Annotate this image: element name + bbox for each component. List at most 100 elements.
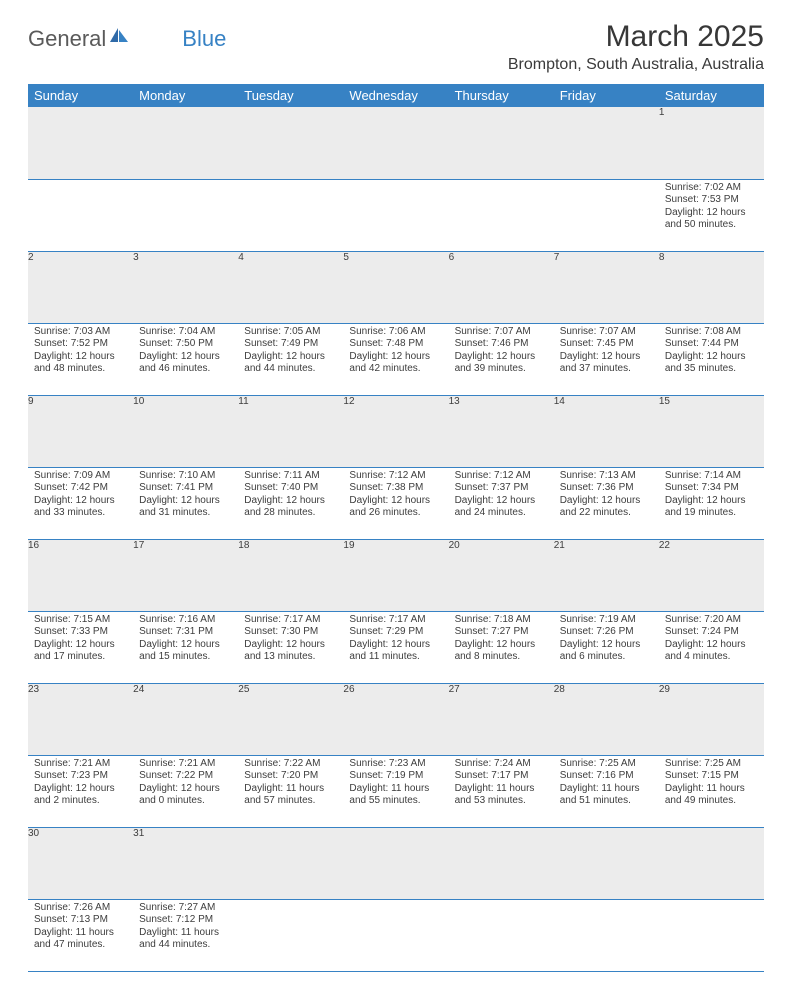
day-number-cell: 9	[28, 395, 133, 467]
day-cell: Sunrise: 7:22 AMSunset: 7:20 PMDaylight:…	[238, 755, 343, 827]
day-number-cell	[449, 827, 554, 899]
day-cell	[133, 179, 238, 251]
day-cell: Sunrise: 7:08 AMSunset: 7:44 PMDaylight:…	[659, 323, 764, 395]
day-number-cell: 7	[554, 251, 659, 323]
daylight-text: Daylight: 12 hours and 22 minutes.	[560, 495, 641, 519]
sunrise-text: Sunrise: 7:15 AM	[34, 614, 110, 625]
sunset-text: Sunset: 7:40 PM	[244, 482, 318, 493]
day-cell	[238, 179, 343, 251]
sunrise-text: Sunrise: 7:18 AM	[455, 614, 531, 625]
day-number-cell: 30	[28, 827, 133, 899]
month-title: March 2025	[508, 20, 764, 54]
day-header: Friday	[554, 84, 659, 107]
day-number-cell	[449, 107, 554, 179]
day-cell: Sunrise: 7:12 AMSunset: 7:37 PMDaylight:…	[449, 467, 554, 539]
sunrise-text: Sunrise: 7:21 AM	[139, 758, 215, 769]
day-number-cell	[238, 827, 343, 899]
sunrise-text: Sunrise: 7:06 AM	[349, 326, 425, 337]
day-header-row: SundayMondayTuesdayWednesdayThursdayFrid…	[28, 84, 764, 107]
day-cell: Sunrise: 7:27 AMSunset: 7:12 PMDaylight:…	[133, 899, 238, 971]
sunset-text: Sunset: 7:22 PM	[139, 770, 213, 781]
day-content-row: Sunrise: 7:02 AMSunset: 7:53 PMDaylight:…	[28, 179, 764, 251]
daylight-text: Daylight: 12 hours and 28 minutes.	[244, 495, 325, 519]
sunset-text: Sunset: 7:52 PM	[34, 338, 108, 349]
day-number-cell: 18	[238, 539, 343, 611]
daylight-text: Daylight: 12 hours and 8 minutes.	[455, 639, 536, 663]
calendar-table: SundayMondayTuesdayWednesdayThursdayFrid…	[28, 84, 764, 972]
day-number-cell: 12	[343, 395, 448, 467]
day-number-row: 23242526272829	[28, 683, 764, 755]
sunrise-text: Sunrise: 7:17 AM	[244, 614, 320, 625]
day-cell-body: Sunrise: 7:18 AMSunset: 7:27 PM Daylight:…	[449, 612, 554, 668]
day-cell: Sunrise: 7:20 AMSunset: 7:24 PMDaylight:…	[659, 611, 764, 683]
daylight-text: Daylight: 12 hours and 44 minutes.	[244, 351, 325, 375]
day-number-cell: 23	[28, 683, 133, 755]
sunrise-text: Sunrise: 7:22 AM	[244, 758, 320, 769]
day-cell: Sunrise: 7:07 AMSunset: 7:45 PMDaylight:…	[554, 323, 659, 395]
day-cell-body: Sunrise: 7:13 AMSunset: 7:36 PMDaylight:…	[554, 468, 659, 524]
sunrise-text: Sunrise: 7:16 AM	[139, 614, 215, 625]
day-cell-body: Sunrise: 7:25 AMSunset: 7:16 PMDaylight:…	[554, 756, 659, 812]
day-cell: Sunrise: 7:14 AMSunset: 7:34 PMDaylight:…	[659, 467, 764, 539]
sunrise-text: Sunrise: 7:24 AM	[455, 758, 531, 769]
day-number-cell: 15	[659, 395, 764, 467]
daylight-text: Daylight: 11 hours and 51 minutes.	[560, 783, 640, 807]
logo: General Blue	[28, 26, 226, 52]
day-header: Saturday	[659, 84, 764, 107]
sunrise-text: Sunrise: 7:11 AM	[244, 470, 319, 481]
day-number-cell: 19	[343, 539, 448, 611]
sunrise-text: Sunrise: 7:14 AM	[665, 470, 741, 481]
day-cell: Sunrise: 7:25 AMSunset: 7:16 PMDaylight:…	[554, 755, 659, 827]
day-cell: Sunrise: 7:12 AMSunset: 7:38 PM Daylight:…	[343, 467, 448, 539]
daylight-text: Daylight: 11 hours and 57 minutes.	[244, 783, 324, 807]
sunrise-text: Sunrise: 7:17 AM	[349, 614, 425, 625]
daylight-text: Daylight: 11 hours and 53 minutes.	[455, 783, 535, 807]
day-cell: Sunrise: 7:10 AMSunset: 7:41 PMDaylight:…	[133, 467, 238, 539]
sunrise-text: Sunrise: 7:12 AM	[349, 470, 425, 481]
sunset-text: Sunset: 7:27 PM	[455, 626, 529, 637]
day-cell: Sunrise: 7:26 AMSunset: 7:13 PMDaylight:…	[28, 899, 133, 971]
day-cell	[449, 899, 554, 971]
daylight-text: Daylight: 12 hours and 4 minutes.	[665, 639, 746, 663]
sunset-text: Sunset: 7:38 PM	[349, 482, 423, 493]
day-cell-body: Sunrise: 7:06 AMSunset: 7:48 PMDaylight:…	[343, 324, 448, 380]
day-cell: Sunrise: 7:21 AMSunset: 7:23 PMDaylight:…	[28, 755, 133, 827]
day-cell: Sunrise: 7:03 AMSunset: 7:52 PMDaylight:…	[28, 323, 133, 395]
day-number-cell: 5	[343, 251, 448, 323]
sunset-text: Sunset: 7:53 PM	[665, 194, 739, 205]
day-cell: Sunrise: 7:23 AMSunset: 7:19 PMDaylight:…	[343, 755, 448, 827]
sunset-text: Sunset: 7:30 PM	[244, 626, 318, 637]
day-number-cell	[659, 827, 764, 899]
sunrise-text: Sunrise: 7:19 AM	[560, 614, 636, 625]
day-cell-body: Sunrise: 7:17 AMSunset: 7:30 PM Daylight:…	[238, 612, 343, 668]
day-number-cell: 24	[133, 683, 238, 755]
day-cell	[238, 899, 343, 971]
day-cell: Sunrise: 7:11 AMSunset: 7:40 PM Daylight:…	[238, 467, 343, 539]
day-number-cell: 28	[554, 683, 659, 755]
day-number-row: 2345678	[28, 251, 764, 323]
day-cell: Sunrise: 7:04 AMSunset: 7:50 PMDaylight:…	[133, 323, 238, 395]
daylight-text: Daylight: 12 hours and 37 minutes.	[560, 351, 641, 375]
sunset-text: Sunset: 7:29 PM	[349, 626, 423, 637]
day-cell: Sunrise: 7:19 AMSunset: 7:26 PMDaylight:…	[554, 611, 659, 683]
daylight-text: Daylight: 11 hours and 49 minutes.	[665, 783, 745, 807]
daylight-text: Daylight: 12 hours and 39 minutes.	[455, 351, 536, 375]
day-header: Tuesday	[238, 84, 343, 107]
logo-sail-icon	[108, 24, 130, 50]
day-cell-body: Sunrise: 7:03 AMSunset: 7:52 PMDaylight:…	[28, 324, 133, 380]
day-cell-body: Sunrise: 7:14 AMSunset: 7:34 PMDaylight:…	[659, 468, 764, 524]
day-content-row: Sunrise: 7:09 AMSunset: 7:42 PMDaylight:…	[28, 467, 764, 539]
day-number-cell: 1	[659, 107, 764, 179]
daylight-text: Daylight: 12 hours and 26 minutes.	[349, 495, 430, 519]
day-content-row: Sunrise: 7:26 AMSunset: 7:13 PMDaylight:…	[28, 899, 764, 971]
daylight-text: Daylight: 12 hours and 13 minutes.	[244, 639, 325, 663]
day-cell	[659, 899, 764, 971]
day-cell: Sunrise: 7:21 AMSunset: 7:22 PMDaylight:…	[133, 755, 238, 827]
day-number-cell	[554, 107, 659, 179]
daylight-text: Daylight: 11 hours and 44 minutes.	[139, 927, 219, 951]
day-cell	[343, 179, 448, 251]
day-content-row: Sunrise: 7:21 AMSunset: 7:23 PMDaylight:…	[28, 755, 764, 827]
sunset-text: Sunset: 7:34 PM	[665, 482, 739, 493]
sunset-text: Sunset: 7:41 PM	[139, 482, 213, 493]
day-number-row: 9101112131415	[28, 395, 764, 467]
